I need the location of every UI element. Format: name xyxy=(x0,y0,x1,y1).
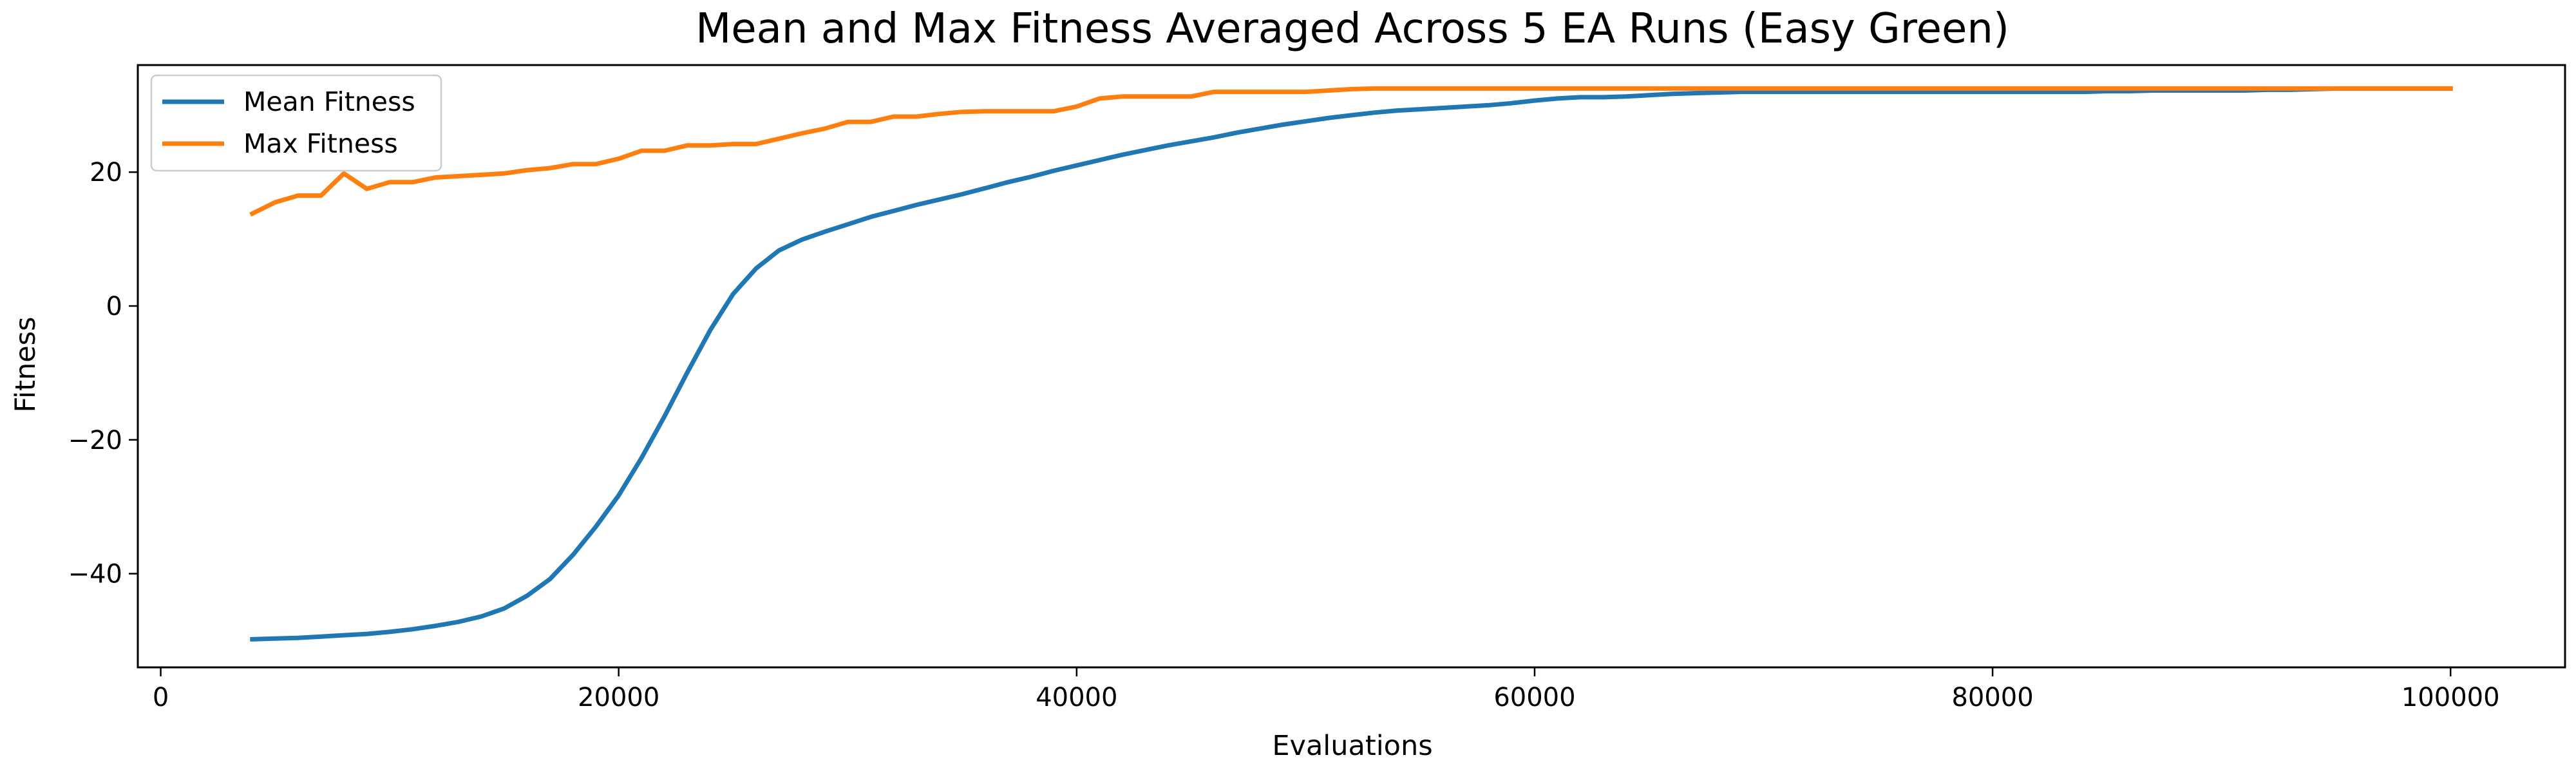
x-axis-ticks: 0 20000 40000 60000 80000 100000 xyxy=(153,667,2500,712)
legend-box xyxy=(150,74,442,172)
legend-label-mean-fitness: Mean Fitness xyxy=(243,86,415,117)
legend: Mean Fitness Max Fitness xyxy=(150,74,442,172)
x-tick-label: 100000 xyxy=(2401,683,2500,712)
x-tick-label: 80000 xyxy=(1951,683,2033,712)
y-tick-label: −40 xyxy=(68,560,122,589)
series-line-max-fitness xyxy=(249,86,2453,217)
series-layer xyxy=(249,86,2453,642)
chart-title: Mean and Max Fitness Averaged Across 5 E… xyxy=(696,5,2009,53)
legend-label-max-fitness: Max Fitness xyxy=(243,128,398,159)
y-axis-label: Fitness xyxy=(10,317,42,413)
y-tick-label: −20 xyxy=(68,426,122,455)
plot-frame xyxy=(137,64,2566,669)
series-line-mean-fitness xyxy=(250,86,2453,642)
x-axis-label: Evaluations xyxy=(1272,730,1432,762)
x-tick-label: 60000 xyxy=(1493,683,1575,712)
x-tick-label: 40000 xyxy=(1036,683,1117,712)
y-tick-label: 20 xyxy=(90,158,122,187)
y-axis-ticks: −40 −20 0 20 xyxy=(68,158,138,589)
x-tick-label: 0 xyxy=(153,683,169,712)
y-tick-label: 0 xyxy=(106,292,122,321)
x-tick-label: 20000 xyxy=(578,683,659,712)
